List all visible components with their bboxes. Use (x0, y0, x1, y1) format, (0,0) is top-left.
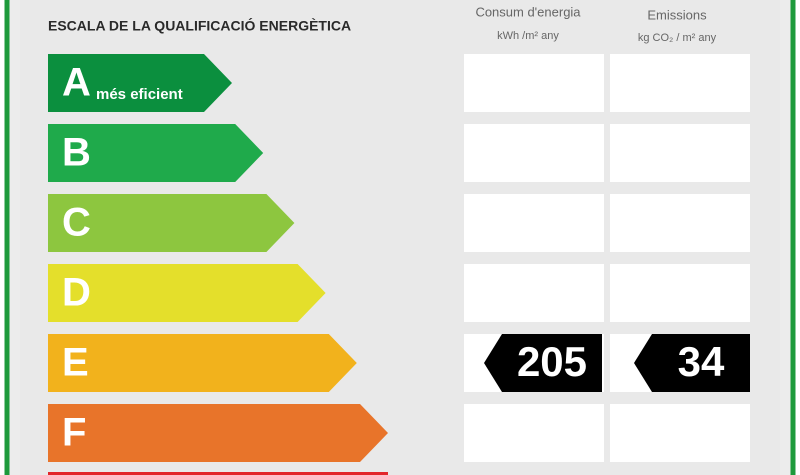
value-arrow (634, 334, 750, 392)
class-arrow (48, 124, 264, 182)
class-letter: B (62, 131, 91, 175)
cell (610, 194, 750, 252)
class-arrow (48, 54, 232, 112)
class-letter: A (62, 61, 91, 105)
title: ESCALA DE LA QUALIFICACIÓ ENERGÈTICA (48, 17, 351, 34)
value-label: 205 (517, 338, 587, 385)
cell (464, 264, 604, 322)
class-letter: C (62, 201, 91, 245)
value-label: 34 (678, 338, 725, 385)
column-unit: kg CO₂ / m² any (638, 32, 717, 44)
cell (610, 264, 750, 322)
cell (610, 54, 750, 112)
cell (464, 194, 604, 252)
value-arrow (484, 334, 602, 392)
next-class-arrow (48, 472, 388, 475)
cell (464, 54, 604, 112)
cell (464, 404, 604, 462)
class-arrow (48, 194, 295, 252)
class-arrow (48, 264, 326, 322)
class-letter: D (62, 271, 91, 315)
class-letter: F (62, 411, 86, 455)
column-title: Emissions (647, 7, 707, 22)
class-letter: E (62, 341, 89, 385)
class-note: més eficient (96, 86, 183, 103)
column-unit: kWh /m² any (497, 30, 559, 42)
cell (464, 124, 604, 182)
column-title: Consum d'energia (475, 4, 581, 19)
cell (610, 404, 750, 462)
cell (610, 124, 750, 182)
class-arrow (48, 404, 388, 462)
class-arrow (48, 334, 357, 392)
